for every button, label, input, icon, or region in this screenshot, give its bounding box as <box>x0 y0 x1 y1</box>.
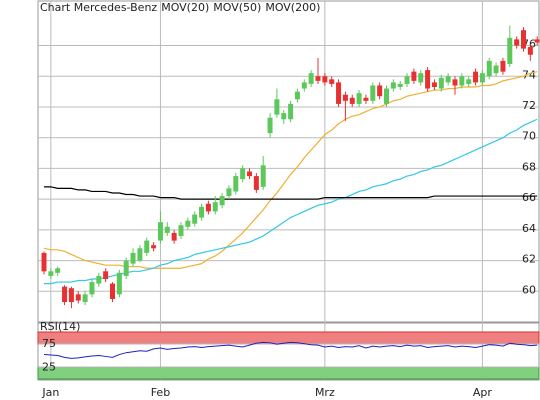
x-tick-label: Feb <box>151 386 170 399</box>
candle-body <box>192 214 198 224</box>
candle-body <box>514 39 520 46</box>
candle-body <box>89 282 95 295</box>
candle-body <box>41 252 47 272</box>
candle-body <box>493 65 499 74</box>
candle-body <box>123 260 129 276</box>
candle-body <box>438 77 444 89</box>
candle-body <box>178 225 184 236</box>
candle-body <box>521 30 526 49</box>
candle-body <box>240 168 246 180</box>
candle-body <box>185 220 191 227</box>
candle-body <box>274 99 280 115</box>
candle-body <box>75 294 81 301</box>
overbought-band <box>37 331 540 345</box>
candle-body <box>479 73 485 83</box>
candle-body <box>219 196 225 206</box>
legend-entry: MOV(20) <box>161 1 209 14</box>
candle-body <box>384 88 389 104</box>
candle-body <box>411 71 417 81</box>
legend-entry: MOV(200) <box>265 1 320 14</box>
candle-body <box>233 176 239 192</box>
candle-body <box>171 232 177 241</box>
candle-body <box>164 226 170 233</box>
y-tick-label: 62 <box>522 253 536 266</box>
candle-body <box>281 113 287 120</box>
candle-body <box>418 73 424 83</box>
candle-body <box>212 202 218 212</box>
y-tick-label: 66 <box>522 191 536 204</box>
candle-body <box>96 275 102 284</box>
candle-body <box>527 47 533 55</box>
candle-body <box>226 188 232 197</box>
candle-body <box>356 93 362 104</box>
y-tick-label: 72 <box>522 99 536 112</box>
candle-body <box>534 39 540 43</box>
candle-body <box>48 271 54 276</box>
candle-body <box>507 37 513 64</box>
candle-body <box>336 82 342 104</box>
candle-body <box>288 103 294 120</box>
candle-body <box>308 73 314 84</box>
candle-body <box>137 248 143 261</box>
candle-body <box>397 83 403 88</box>
y-tick-label: 68 <box>522 160 536 173</box>
candle-body <box>55 268 61 273</box>
candle-body <box>322 76 328 83</box>
rsi-line <box>43 341 538 359</box>
candle-body <box>445 76 451 83</box>
candle-body <box>377 85 383 97</box>
candle-body <box>247 171 252 177</box>
candle-body <box>315 76 321 81</box>
candle-body <box>157 222 163 241</box>
candle-body <box>103 271 109 279</box>
candle-body <box>431 82 437 88</box>
candle-body <box>151 245 157 249</box>
candle-body <box>329 79 335 84</box>
y-tick-label: 74 <box>522 68 536 81</box>
candle-body <box>301 82 307 89</box>
y-tick-label: 70 <box>522 130 536 143</box>
candle-body <box>425 70 431 89</box>
candle-body <box>473 71 479 83</box>
x-tick-label: Apr <box>473 386 493 399</box>
legend-entry: MOV(50) <box>213 1 261 14</box>
candle-body <box>260 165 266 187</box>
candle-body <box>342 94 348 101</box>
candle-body <box>452 79 458 86</box>
candle-body <box>144 240 150 253</box>
moving-average-line <box>44 186 538 200</box>
candle-body <box>253 176 259 190</box>
x-tick-label: Mrz <box>315 386 335 399</box>
main-panel <box>37 0 540 323</box>
candle-body <box>349 97 355 104</box>
y-tick-label: 25 <box>42 360 56 373</box>
oversold-band <box>37 366 540 380</box>
chart-title: Chart Mercedes-Benz <box>40 1 157 14</box>
candle-body <box>466 79 472 84</box>
candle-body <box>459 76 465 86</box>
y-tick-label: 60 <box>522 283 536 296</box>
candle-body <box>486 60 492 77</box>
y-tick-label: 64 <box>522 222 536 235</box>
candle-body <box>500 60 506 72</box>
candle-body <box>390 82 396 89</box>
candle-body <box>205 203 211 212</box>
candle-body <box>370 85 376 101</box>
y-tick-label: 75 <box>42 337 56 350</box>
candle-body <box>294 91 300 100</box>
candle-body <box>363 97 369 101</box>
candle-body <box>116 272 122 295</box>
candle-body <box>62 286 68 303</box>
candle-body <box>267 117 273 134</box>
candle-body <box>110 283 115 299</box>
candle-body <box>68 288 74 303</box>
x-tick-label: Jan <box>41 386 59 399</box>
candle-body <box>82 294 88 303</box>
candle-body <box>130 252 136 264</box>
rsi-title: RSI(14) <box>40 320 80 333</box>
candle-body <box>199 206 205 218</box>
candle-body <box>404 76 410 84</box>
